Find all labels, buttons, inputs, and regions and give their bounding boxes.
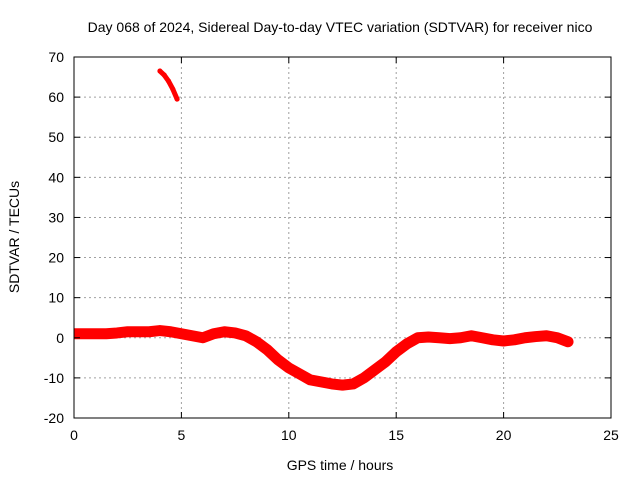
data-point	[252, 337, 261, 346]
y-tick-label: 10	[48, 290, 64, 306]
data-point	[478, 333, 487, 342]
data-point	[295, 369, 304, 378]
plot-border	[73, 56, 612, 419]
y-axis-label: SDTVAR / TECUs	[6, 181, 22, 293]
data-point	[317, 377, 326, 386]
y-tick-label: 20	[48, 250, 64, 266]
data-series	[74, 68, 574, 391]
data-point	[166, 78, 172, 84]
x-tick-label: 10	[281, 427, 297, 443]
data-point	[456, 333, 465, 342]
x-tick-label: 0	[70, 427, 78, 443]
data-point	[542, 331, 551, 340]
data-point	[284, 363, 293, 372]
data-point	[123, 327, 132, 336]
x-tick-label: 15	[388, 427, 404, 443]
data-point	[145, 327, 154, 336]
x-tick-label: 20	[496, 427, 512, 443]
data-point	[263, 345, 272, 354]
data-point	[370, 365, 379, 374]
data-point	[510, 335, 519, 344]
data-point	[174, 96, 180, 102]
y-tick-label: 70	[48, 49, 64, 65]
grid-lines	[74, 57, 611, 418]
data-point	[102, 329, 111, 338]
axis-ticks: 0 5 10 15 20 25 -20 -10 0 10 20 30 40 50 60 70	[44, 49, 619, 443]
data-point	[306, 375, 315, 384]
y-tick-label: 0	[56, 330, 64, 346]
data-point	[220, 327, 229, 336]
data-point	[209, 329, 218, 338]
data-point	[166, 327, 175, 336]
data-point	[445, 334, 454, 343]
data-point	[274, 355, 283, 364]
data-point	[161, 72, 167, 78]
data-point	[231, 328, 240, 337]
y-tick-label: -20	[44, 410, 64, 426]
data-point	[80, 329, 89, 338]
data-point	[564, 337, 573, 346]
x-axis-label: GPS time / hours	[287, 457, 394, 473]
data-point	[531, 332, 540, 341]
data-point	[74, 329, 78, 338]
x-tick-label: 5	[178, 427, 186, 443]
data-point	[488, 335, 497, 344]
data-point	[112, 328, 121, 337]
data-point	[155, 326, 164, 335]
data-point	[467, 331, 476, 340]
data-point	[435, 333, 444, 342]
y-tick-label: 30	[48, 209, 64, 225]
data-point	[424, 332, 433, 341]
x-tick-label: 25	[603, 427, 619, 443]
data-point	[91, 329, 100, 338]
data-point	[381, 357, 390, 366]
y-tick-label: 40	[48, 169, 64, 185]
data-point	[413, 333, 422, 342]
data-point	[170, 86, 176, 92]
data-point	[198, 333, 207, 342]
data-point	[157, 68, 163, 74]
y-tick-label: -10	[44, 370, 64, 386]
data-point	[359, 373, 368, 382]
data-point	[349, 379, 358, 388]
data-point	[134, 327, 143, 336]
data-point	[553, 333, 562, 342]
chart-title: Day 068 of 2024, Sidereal Day-to-day VTE…	[88, 19, 593, 35]
y-tick-label: 50	[48, 129, 64, 145]
data-point	[327, 379, 336, 388]
data-point	[402, 339, 411, 348]
data-point	[188, 331, 197, 340]
data-point	[499, 336, 508, 345]
data-point	[521, 333, 530, 342]
y-tick-label: 60	[48, 89, 64, 105]
data-point	[241, 331, 250, 340]
data-point	[392, 347, 401, 356]
data-point	[177, 329, 186, 338]
data-point	[338, 381, 347, 390]
